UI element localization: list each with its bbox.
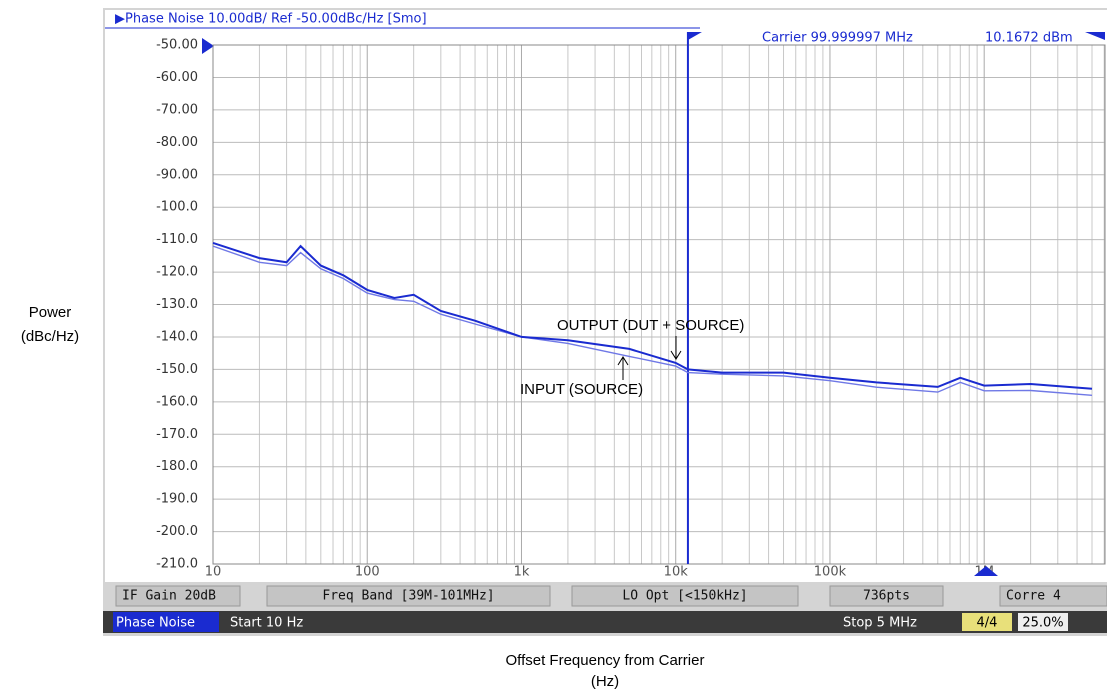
y-tick-label: -120.0 bbox=[156, 265, 198, 280]
x-tick-label: 10k bbox=[664, 565, 689, 580]
settings-box bbox=[266, 585, 551, 607]
y-tick-label: -110.0 bbox=[156, 232, 198, 247]
annotation: INPUT (SOURCE) bbox=[520, 381, 643, 398]
settings-label: 736pts bbox=[863, 589, 910, 604]
settings-box bbox=[829, 585, 944, 607]
ref-marker bbox=[202, 38, 214, 54]
y-tick-label: -140.0 bbox=[156, 329, 198, 344]
x-tick-label: 1k bbox=[514, 565, 530, 580]
settings-box bbox=[115, 585, 241, 607]
marker-flag bbox=[687, 32, 702, 40]
status-percent: 25.0% bbox=[1022, 616, 1063, 631]
annotation-arrow bbox=[670, 336, 682, 360]
status-mode: Phase Noise bbox=[116, 616, 195, 631]
y-tick-label: -150.0 bbox=[156, 362, 198, 377]
settings-label: Freq Band [39M-101MHz] bbox=[322, 589, 494, 604]
y-axis-label: (dBc/Hz) bbox=[21, 328, 79, 345]
header-title: ▶Phase Noise 10.00dB/ Ref -50.00dBc/Hz [… bbox=[115, 12, 427, 27]
x-tick-label: 100k bbox=[814, 565, 847, 580]
plot-panel bbox=[105, 10, 1107, 582]
settings-box bbox=[571, 585, 799, 607]
status-mode-box bbox=[113, 612, 219, 632]
settings-label: Corre 4 bbox=[1006, 589, 1061, 604]
x-axis-label: (Hz) bbox=[591, 673, 619, 690]
status-percent-box bbox=[1018, 613, 1068, 631]
annotation-arrow bbox=[617, 356, 629, 380]
x-tick-label: 10 bbox=[205, 565, 222, 580]
y-tick-label: -170.0 bbox=[156, 427, 198, 442]
y-tick-label: -200.0 bbox=[156, 524, 198, 539]
marker-flag bbox=[1085, 32, 1105, 40]
header-level: 10.1672 dBm bbox=[985, 31, 1073, 46]
span-marker bbox=[974, 566, 998, 576]
series-line bbox=[212, 241, 1093, 390]
y-tick-label: -90.00 bbox=[156, 167, 198, 182]
settings-box bbox=[999, 585, 1107, 607]
y-tick-label: -160.0 bbox=[156, 394, 198, 409]
y-tick-label: -60.00 bbox=[156, 70, 198, 85]
status-trace-box bbox=[962, 613, 1012, 631]
y-tick-label: -100.0 bbox=[156, 200, 198, 215]
status-trace: 4/4 bbox=[977, 616, 998, 631]
plot-frame bbox=[212, 44, 1106, 565]
y-tick-label: -130.0 bbox=[156, 297, 198, 312]
y-tick-label: -180.0 bbox=[156, 459, 198, 474]
y-tick-label: -70.00 bbox=[156, 102, 198, 117]
status-bar bbox=[103, 611, 1107, 633]
series-line bbox=[212, 245, 1093, 396]
status-stop: Stop 5 MHz bbox=[843, 616, 917, 631]
annotation: OUTPUT (DUT + SOURCE) bbox=[557, 317, 744, 334]
header-carrier: Carrier 99.999997 MHz bbox=[762, 31, 913, 46]
y-tick-label: -50.00 bbox=[156, 38, 198, 53]
x-tick-label: 100 bbox=[355, 565, 380, 580]
y-tick-label: -210.0 bbox=[156, 557, 198, 572]
y-tick-label: -190.0 bbox=[156, 492, 198, 507]
y-axis-label: Power bbox=[29, 304, 72, 321]
x-axis-label: Offset Frequency from Carrier bbox=[506, 652, 705, 669]
status-start: Start 10 Hz bbox=[230, 616, 303, 631]
settings-label: IF Gain 20dB bbox=[122, 589, 216, 604]
settings-label: LO Opt [<150kHz] bbox=[622, 589, 747, 604]
y-tick-label: -80.00 bbox=[156, 135, 198, 150]
